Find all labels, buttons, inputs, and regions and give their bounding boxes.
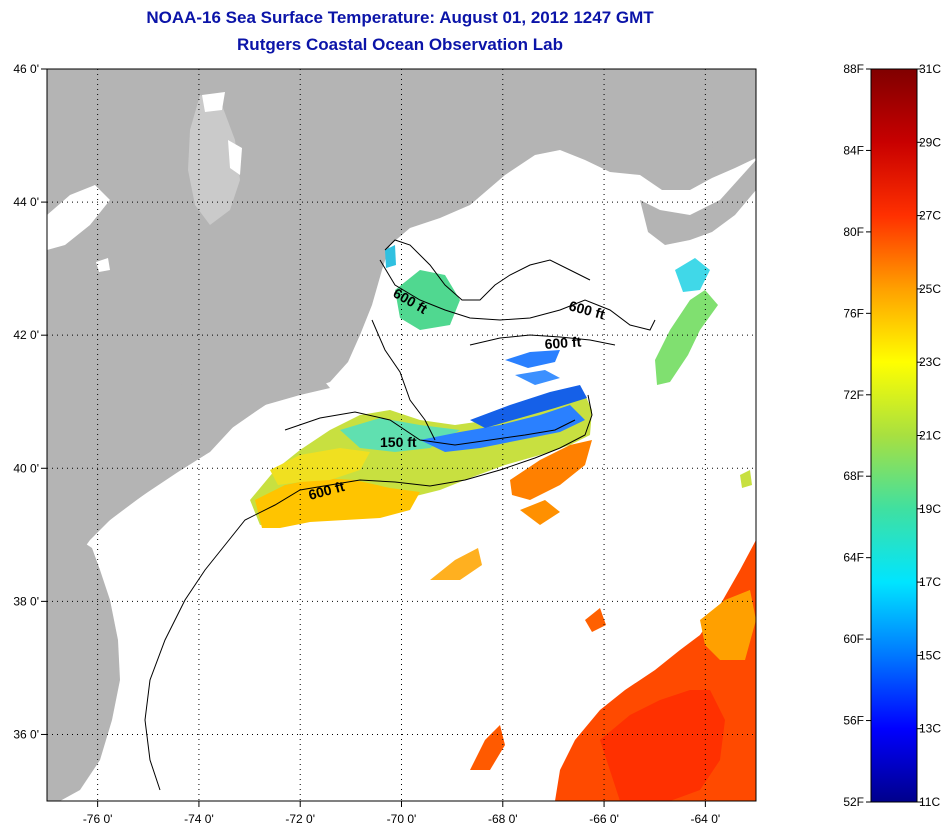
lat-tick-label: 42 0' [13, 328, 39, 342]
colorbar-f-label: 56F [843, 714, 864, 728]
colorbar-scale [870, 68, 918, 803]
map-grid [47, 69, 756, 801]
lon-tick-label: -66 0' [589, 812, 619, 826]
colorbar-f-label: 68F [843, 469, 864, 483]
lat-tick-label: 46 0' [13, 62, 39, 76]
colorbar-f-label: 72F [843, 388, 864, 402]
land-mass [47, 69, 756, 801]
map-title: NOAA-16 Sea Surface Temperature: August … [146, 8, 654, 27]
lon-tick-label: -76 0' [83, 812, 113, 826]
bathymetry-contours [144, 239, 656, 791]
map-axes: -76 0' -74 0' -72 0' -70 0' -68 0' -66 0' -64 … [13, 62, 720, 826]
colorbar-c-label: 31C [919, 62, 941, 76]
lat-tick-label: 36 0' [13, 727, 39, 741]
map-subtitle: Rutgers Coastal Ocean Observation Lab [237, 35, 563, 54]
colorbar-c-label: 15C [919, 648, 941, 662]
colorbar-c-label: 21C [919, 429, 941, 443]
colorbar-c-label: 19C [919, 502, 941, 516]
lat-tick-label: 44 0' [13, 195, 39, 209]
colorbar-c-label: 27C [919, 209, 941, 223]
colorbar-c-label: 17C [919, 575, 941, 589]
colorbar-c-label: 23C [919, 355, 941, 369]
contour-label: 600 ft [544, 333, 582, 352]
colorbar-f-label: 60F [843, 632, 864, 646]
colorbar-c-label: 11C [919, 795, 940, 809]
colorbar-c-label: 13C [919, 722, 941, 736]
colorbar-f-label: 64F [843, 551, 864, 565]
colorbar-f-label: 76F [843, 306, 864, 320]
lon-tick-label: -70 0' [387, 812, 417, 826]
lon-tick-label: -72 0' [285, 812, 315, 826]
sst-data-layer [250, 245, 756, 801]
lat-tick-label: 38 0' [13, 594, 39, 608]
lon-tick-label: -68 0' [488, 812, 518, 826]
lat-tick-label: 40 0' [13, 461, 39, 475]
contour-label: 150 ft [380, 434, 417, 450]
lon-tick-label: -74 0' [184, 812, 214, 826]
colorbar-f-label: 80F [843, 225, 864, 239]
lon-tick-label: -64 0' [691, 812, 721, 826]
colorbar-f-label: 88F [843, 62, 864, 76]
colorbar-c-label: 29C [919, 135, 941, 149]
colorbar-f-label: 52F [843, 795, 864, 809]
colorbar-f-label: 84F [843, 143, 864, 157]
colorbar-c-label: 25C [919, 282, 941, 296]
colorbar: 88F 84F 80F 76F 72F 68F 64F 60F 56F 52F 31C 29C 27C 2… [843, 62, 941, 809]
